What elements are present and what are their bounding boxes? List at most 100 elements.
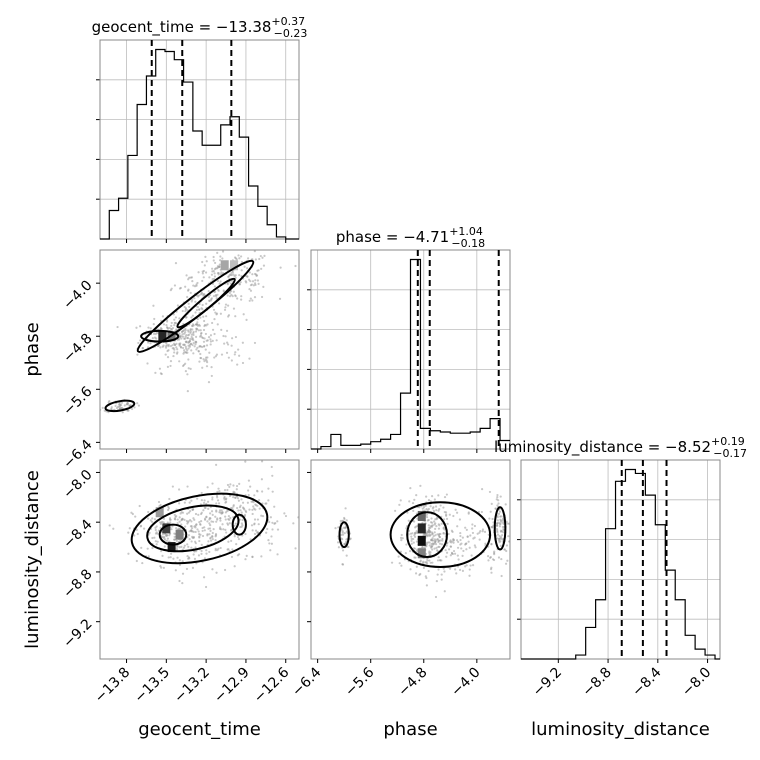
- scatter-point: [214, 261, 217, 265]
- scatter-point: [186, 336, 190, 340]
- scatter-point: [163, 545, 166, 548]
- scatter-point: [161, 520, 164, 523]
- scatter-point: [232, 496, 235, 499]
- scatter-point: [440, 543, 444, 546]
- scatter-point: [445, 551, 449, 554]
- scatter-point: [198, 345, 201, 348]
- scatter-point: [443, 495, 447, 499]
- scatter-point: [184, 525, 187, 528]
- scatter-point: [189, 367, 192, 370]
- scatter-point: [211, 496, 214, 499]
- scatter-point: [159, 550, 163, 553]
- scatter-point: [454, 508, 457, 511]
- scatter-point: [218, 490, 221, 493]
- scatter-point: [187, 534, 191, 537]
- scatter-point: [204, 255, 207, 259]
- scatter-point: [118, 403, 121, 406]
- scatter-point: [189, 291, 192, 294]
- scatter-point: [435, 509, 438, 512]
- scatter-point: [270, 465, 273, 469]
- scatter-point: [217, 271, 220, 275]
- scatter-point: [256, 490, 259, 493]
- scatter-point: [234, 315, 237, 318]
- scatter-point: [441, 537, 444, 541]
- scatter-point: [421, 562, 425, 565]
- scatter-point: [442, 506, 445, 509]
- scatter-point: [459, 543, 462, 546]
- scatter-point: [500, 534, 504, 537]
- scatter-point: [427, 499, 431, 502]
- scatter-point: [208, 533, 211, 536]
- scatter-point: [194, 546, 197, 549]
- scatter-point: [456, 546, 460, 549]
- scatter-point: [419, 572, 422, 576]
- scatter-point: [166, 508, 170, 512]
- scatter-point: [496, 533, 500, 536]
- scatter-point: [218, 263, 221, 266]
- scatter-point: [167, 540, 171, 543]
- scatter-point: [169, 556, 172, 559]
- scatter-point: [173, 343, 177, 346]
- scatter-point: [195, 550, 198, 553]
- scatter-point: [273, 505, 276, 508]
- scatter-point: [247, 493, 250, 497]
- scatter-point: [209, 334, 213, 337]
- scatter-point: [232, 505, 235, 508]
- scatter-point: [205, 549, 208, 552]
- scatter-point: [172, 354, 175, 358]
- scatter-point: [236, 297, 239, 300]
- scatter-point: [461, 536, 464, 539]
- scatter-point: [187, 347, 190, 350]
- scatter-point: [436, 533, 439, 536]
- scatter-point: [223, 489, 227, 492]
- scatter-point: [271, 490, 274, 493]
- scatter-point: [474, 546, 477, 549]
- scatter-point: [284, 514, 288, 518]
- scatter-point: [187, 344, 190, 347]
- scatter-point: [489, 510, 492, 513]
- scatter-point: [336, 541, 340, 544]
- scatter-point: [202, 576, 206, 579]
- scatter-point: [226, 282, 229, 285]
- scatter-point: [203, 319, 206, 323]
- scatter-point: [240, 269, 243, 272]
- scatter-point: [249, 289, 253, 292]
- title-main: luminosity_distance = −8.52: [494, 438, 711, 457]
- scatter-point: [211, 531, 214, 535]
- scatter-point: [472, 537, 475, 540]
- scatter-point: [184, 310, 187, 313]
- scatter-point: [200, 552, 203, 555]
- scatter-point: [205, 302, 208, 305]
- scatter-point: [251, 273, 254, 276]
- scatter-point: [234, 522, 237, 525]
- scatter-point: [343, 532, 346, 535]
- scatter-point: [265, 531, 268, 534]
- scatter-point: [149, 327, 152, 330]
- scatter-point: [473, 524, 476, 528]
- scatter-point: [191, 566, 195, 570]
- scatter-point: [425, 576, 428, 580]
- scatter-point: [260, 460, 264, 463]
- scatter-point: [487, 559, 490, 562]
- scatter-point: [468, 568, 471, 571]
- scatter-point: [495, 537, 499, 540]
- scatter-point: [185, 274, 188, 277]
- scatter-point: [216, 490, 219, 494]
- scatter-point: [141, 346, 144, 350]
- scatter-point: [196, 324, 200, 327]
- scatter-point: [268, 520, 271, 524]
- scatter-point: [178, 287, 182, 290]
- scatter-point: [203, 337, 206, 340]
- scatter-point: [194, 330, 198, 333]
- scatter-point: [226, 294, 229, 297]
- scatter-point: [133, 534, 136, 537]
- hist-step-phase: [311, 258, 510, 450]
- scatter-point: [209, 517, 212, 520]
- scatter-point: [426, 534, 429, 537]
- scatter-point: [174, 261, 178, 265]
- scatter-point: [215, 353, 219, 356]
- scatter-point: [146, 346, 150, 349]
- scatter-point: [186, 543, 189, 546]
- scatter-point: [245, 554, 248, 557]
